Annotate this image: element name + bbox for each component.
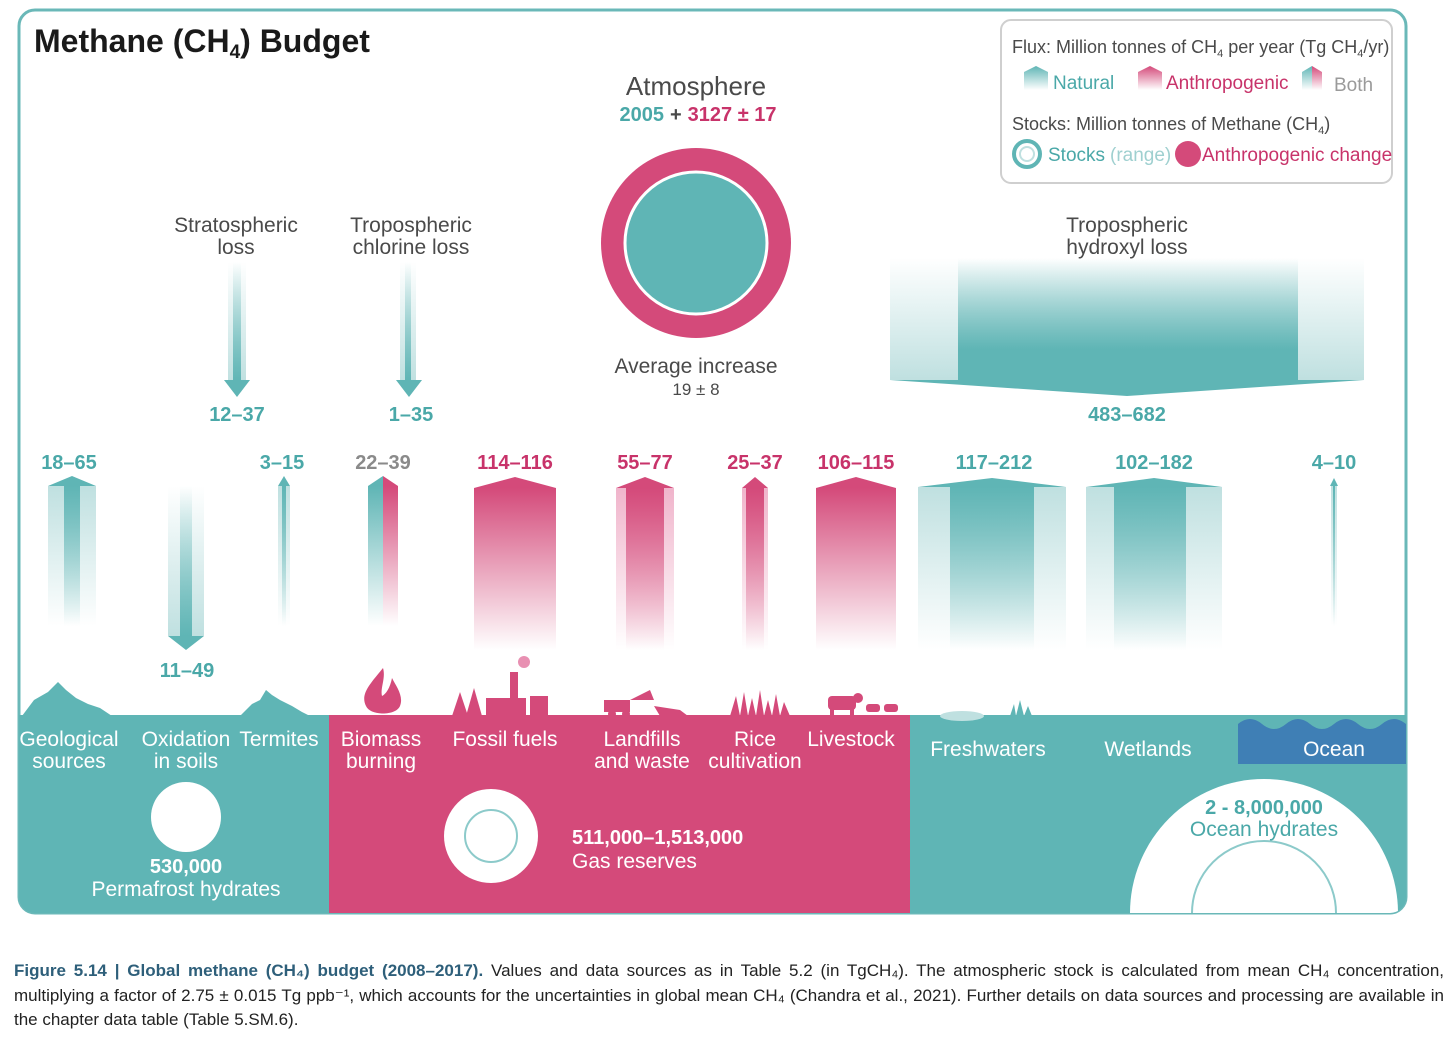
atmosphere-natural-core xyxy=(623,170,769,316)
source-fossil: Fossil fuels xyxy=(452,728,557,751)
legend-stocks: Stocks xyxy=(1048,145,1105,166)
svg-text:Stocks: Million tonnes of Meth: Stocks: Million tonnes of Methane (CH4) xyxy=(1012,114,1330,137)
chlorine-loss-arrow xyxy=(396,262,422,397)
anthropogenic-ground xyxy=(329,715,910,913)
rice-plants-icon xyxy=(730,690,790,716)
ocean-hydrates-stock-value: 2 - 8,000,000 xyxy=(1205,797,1323,819)
freshwaters-arrow xyxy=(918,478,1066,650)
source-freshwaters: Freshwaters xyxy=(930,738,1046,761)
ocean-hydrates-stock-dome xyxy=(1130,779,1398,913)
legend-anthropogenic: Anthropogenic xyxy=(1166,73,1289,94)
average-increase-label: Average increase xyxy=(614,355,777,378)
landfills-flux-value: 55–77 xyxy=(617,452,673,474)
oxidation-arrow xyxy=(168,486,204,650)
ocean-hydrates-stock-label: Ocean hydrates xyxy=(1190,818,1338,841)
anthropogenic-swatch-icon xyxy=(1138,66,1162,90)
chlorine-loss-label: Tropospheric chlorine loss xyxy=(350,214,472,259)
mountain-silhouette xyxy=(22,682,112,716)
geological-flux-value: 18–65 xyxy=(41,452,97,474)
source-rice: Rice cultivation xyxy=(708,728,801,773)
source-livestock: Livestock xyxy=(807,728,895,751)
source-wetlands: Wetlands xyxy=(1104,738,1191,761)
source-biomass: Biomass burning xyxy=(341,728,422,773)
freshwaters-flux-value: 117–212 xyxy=(956,452,1033,474)
livestock-icon xyxy=(828,693,898,716)
legend-anthro-change: Anthropogenic change xyxy=(1202,145,1392,166)
permafrost-stock-value: 530,000 xyxy=(150,856,222,878)
ocean-hydrates-range-arc xyxy=(1191,840,1337,913)
legend-both: Both xyxy=(1334,75,1373,96)
svg-text:Flux: Million tonnes of CH4 pe: Flux: Million tonnes of CH4 per year (Tg… xyxy=(1012,37,1389,60)
oxidation-flux-value: 11–49 xyxy=(160,660,215,682)
gas-reserves-range-ring xyxy=(464,809,518,863)
biomass-arrow xyxy=(368,476,398,626)
flame-icon xyxy=(364,668,402,714)
figure-caption: Figure 5.14 | Global methane (CH₄) budge… xyxy=(14,959,1444,1033)
atmosphere-label: Atmosphere xyxy=(626,71,766,101)
hydroxyl-loss-label: Tropospheric hydroxyl loss xyxy=(1066,214,1188,259)
rice-arrow xyxy=(742,477,768,650)
stratospheric-loss-arrow xyxy=(224,262,250,397)
ocean-water xyxy=(1238,719,1406,764)
rice-flux-value: 25–37 xyxy=(727,452,783,474)
factory-icon xyxy=(452,656,548,716)
ocean-flux-value: 4–10 xyxy=(1312,452,1357,474)
ocean-arrow xyxy=(1330,478,1338,626)
permafrost-stock-circle xyxy=(151,782,221,852)
caption-body: Values and data sources as in Table 5.2 … xyxy=(14,961,1445,1029)
chlorine-loss-value: 1–35 xyxy=(389,404,434,426)
fossil-flux-value: 114–116 xyxy=(477,452,553,474)
natural-swatch-icon xyxy=(1024,66,1048,90)
source-ocean: Ocean xyxy=(1303,738,1365,761)
hydroxyl-loss-value: 483–682 xyxy=(1088,404,1166,426)
caption-heading: Figure 5.14 | Global methane (CH₄) budge… xyxy=(14,961,484,980)
reeds-icon xyxy=(1010,700,1032,716)
stratospheric-loss-value: 12–37 xyxy=(209,404,265,426)
fossil-arrow xyxy=(474,477,556,650)
termites-flux-value: 3–15 xyxy=(260,452,305,474)
landfills-arrow xyxy=(616,477,674,650)
legend: Flux: Million tonnes of CH4 per year (Tg… xyxy=(1000,19,1393,184)
landfill-truck-icon xyxy=(604,690,696,722)
source-landfills: Landfills and waste xyxy=(594,728,690,773)
gas-reserves-stock-value: 511,000–1,513,000 xyxy=(572,827,743,849)
both-swatch-icon xyxy=(1302,66,1322,90)
diagram-title: Methane (CH4) Budget xyxy=(34,23,370,63)
stratospheric-loss-label: Stratospheric loss xyxy=(174,214,298,259)
wetlands-flux-value: 102–182 xyxy=(1115,452,1193,474)
geological-arrow xyxy=(48,476,96,626)
biomass-flux-value: 22–39 xyxy=(355,452,411,474)
source-termites: Termites xyxy=(239,728,318,751)
gas-reserves-stock-label: Gas reserves xyxy=(572,850,697,873)
methane-budget-diagram: Methane (CH4) Budget Flux: Million tonne… xyxy=(17,8,1408,915)
livestock-flux-value: 106–115 xyxy=(818,452,895,474)
permafrost-stock-label: Permafrost hydrates xyxy=(91,878,280,901)
anthro-change-swatch-icon xyxy=(1175,141,1201,167)
termites-arrow xyxy=(278,476,290,626)
termite-mound-silhouette xyxy=(240,690,310,716)
source-geological: Geological sources xyxy=(19,728,118,773)
lake-icon xyxy=(940,711,984,721)
average-increase-value: 19 ± 8 xyxy=(672,380,719,399)
source-oxidation: Oxidation in soils xyxy=(142,728,231,773)
wetlands-arrow xyxy=(1086,478,1222,650)
legend-natural: Natural xyxy=(1053,73,1114,94)
livestock-arrow xyxy=(816,477,896,650)
hydroxyl-loss-arrow xyxy=(890,258,1364,396)
atmosphere-stock: 2005 +3127 ± 17 xyxy=(619,104,776,126)
legend-range: (range) xyxy=(1110,145,1171,166)
